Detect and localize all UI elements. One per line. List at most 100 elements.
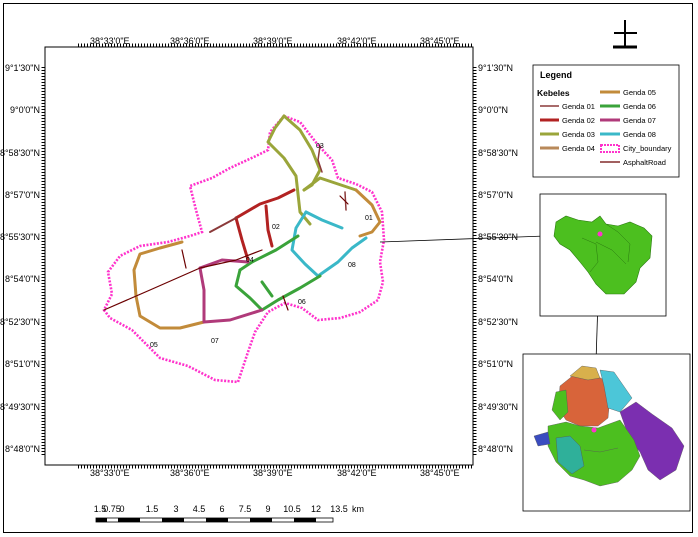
left-lat-label: 8°55'30"N [0, 232, 40, 242]
kebele-code-label: 04 [246, 257, 254, 264]
asphalt-road [339, 195, 349, 205]
asphalt-road [282, 295, 289, 311]
right-lat-label: 9°0'0"N [478, 105, 508, 115]
bottom-lon-label: 38°39'0"E [253, 468, 293, 478]
scale-tick-label: 9 [265, 504, 270, 514]
right-lat-label: 9°1'30"N [478, 63, 513, 73]
kebele-code-label: 05 [150, 342, 158, 349]
genda-02-road [264, 204, 274, 248]
genda-06-road [238, 234, 300, 272]
legend-item-label: AsphaltRoad [623, 158, 666, 167]
scale-tick-label: 13.5 [330, 504, 348, 514]
top-lon-label: 38°36'0"E [170, 36, 210, 46]
genda-03-road [282, 114, 322, 192]
left-lat-label: 8°51'0"N [5, 359, 40, 369]
genda-02-road [234, 216, 250, 262]
kebele-code-label: 08 [348, 262, 356, 269]
kebele-roads [103, 114, 382, 330]
left-lat-label: 8°48'0"N [5, 444, 40, 454]
left-lat-label: 8°49'30"N [0, 402, 40, 412]
right-lat-label: 8°55'30"N [478, 232, 518, 242]
genda-03-road [266, 114, 312, 226]
legend-item-label: Genda 07 [623, 116, 656, 125]
scale-tick-label: 7.5 [239, 504, 252, 514]
inset-regional-map [539, 193, 667, 317]
scale-tick-label: 1.5 [94, 504, 107, 514]
scale-tick-label: 3 [173, 504, 178, 514]
genda-02-road [209, 217, 237, 233]
left-lat-label: 8°52'30"N [0, 317, 40, 327]
kebele-code-labels: 01 02 03 08 05 06 07 04 [150, 143, 373, 349]
kebele-code-label: 06 [298, 299, 306, 306]
top-lon-label: 38°45'0"E [420, 36, 460, 46]
legend-subtitle: Kebeles [537, 88, 570, 98]
asphalt-road [181, 249, 187, 269]
genda-05-road [132, 240, 206, 330]
scale-tick-label: 1.5 [146, 504, 159, 514]
kebele-code-label: 02 [272, 224, 280, 231]
genda-08-road [290, 210, 368, 278]
main-map-border [44, 46, 474, 466]
genda-02-road [234, 188, 296, 220]
right-lat-label: 8°49'30"N [478, 402, 518, 412]
right-lat-label: 8°58'30"N [478, 148, 518, 158]
left-lat-label: 8°54'0"N [5, 274, 40, 284]
bottom-longitude-labels: 38°33'0"E 38°36'0"E 38°39'0"E 38°42'0"E … [90, 468, 460, 478]
right-lat-label: 8°51'0"N [478, 359, 513, 369]
asphalt-road [103, 249, 263, 311]
map-frame [3, 3, 693, 533]
bottom-lon-label: 38°36'0"E [170, 468, 210, 478]
scale-unit: km [352, 504, 364, 514]
legend-item-label: Genda 05 [623, 88, 656, 97]
scale-tick-label: 10.5 [283, 504, 301, 514]
bottom-lon-label: 38°45'0"E [420, 468, 460, 478]
scale-tick-label: 0.75 [103, 504, 121, 514]
graticule-ticks [41, 43, 477, 469]
legend-item-label: Genda 02 [562, 116, 595, 125]
legend-title: Legend [540, 70, 572, 80]
right-latitude-labels: 9°1'30"N 9°0'0"N 8°58'30"N 8°57'0"N 8°55… [478, 63, 518, 454]
genda-05-road [354, 188, 382, 238]
legend-item-label: City_boundary [623, 144, 672, 153]
bottom-lon-label: 38°42'0"E [337, 468, 377, 478]
scale-tick-label: 12 [311, 504, 321, 514]
genda-06-road [234, 268, 264, 312]
genda-07-road [198, 258, 250, 270]
city-boundary [102, 114, 386, 384]
right-lat-label: 8°57'0"N [478, 190, 513, 200]
north-arrow-icon [613, 20, 637, 49]
scale-tick-label: 4.5 [193, 504, 206, 514]
legend-item-label: Genda 08 [623, 130, 656, 139]
genda-08-road [304, 210, 344, 230]
left-lat-label: 9°1'30"N [5, 63, 40, 73]
top-longitude-labels: 38°33'0"E 38°36'0"E 38°39'0"E 38°42'0"E … [90, 36, 460, 46]
top-lon-label: 38°33'0"E [90, 36, 130, 46]
left-lat-label: 8°57'0"N [5, 190, 40, 200]
left-lat-label: 8°58'30"N [0, 148, 40, 158]
top-lon-label: 38°39'0"E [253, 36, 293, 46]
legend-item-label: Genda 06 [623, 102, 656, 111]
kebele-code-label: 03 [316, 143, 324, 150]
genda-03-road [302, 176, 358, 192]
right-lat-label: 8°52'30"N [478, 317, 518, 327]
kebele-code-label: 01 [365, 215, 373, 222]
right-lat-label: 8°48'0"N [478, 444, 513, 454]
kebele-code-label: 07 [211, 338, 219, 345]
genda-06-road [260, 280, 274, 298]
legend-item-label: Genda 01 [562, 102, 595, 111]
right-lat-label: 8°54'0"N [478, 274, 513, 284]
left-latitude-labels: 9°1'30"N 9°0'0"N 8°58'30"N 8°57'0"N 8°55… [0, 63, 40, 454]
left-lat-label: 9°0'0"N [10, 105, 40, 115]
legend: Legend Kebeles Genda 01 Genda 02 Genda 0… [532, 64, 680, 178]
bottom-lon-label: 38°33'0"E [90, 468, 130, 478]
genda-06-road [260, 274, 322, 312]
genda-07-road [198, 266, 264, 324]
scale-tick-label: 0 [119, 504, 124, 514]
scale-bar: 1.5 0.75 0 1.5 3 4.5 6 7.5 9 10.5 12 13.… [94, 504, 364, 523]
top-lon-label: 38°42'0"E [337, 36, 377, 46]
inset-ethiopia-map [522, 353, 691, 512]
legend-item-label: Genda 04 [562, 144, 595, 153]
scale-tick-label: 6 [219, 504, 224, 514]
legend-item-label: Genda 03 [562, 130, 595, 139]
